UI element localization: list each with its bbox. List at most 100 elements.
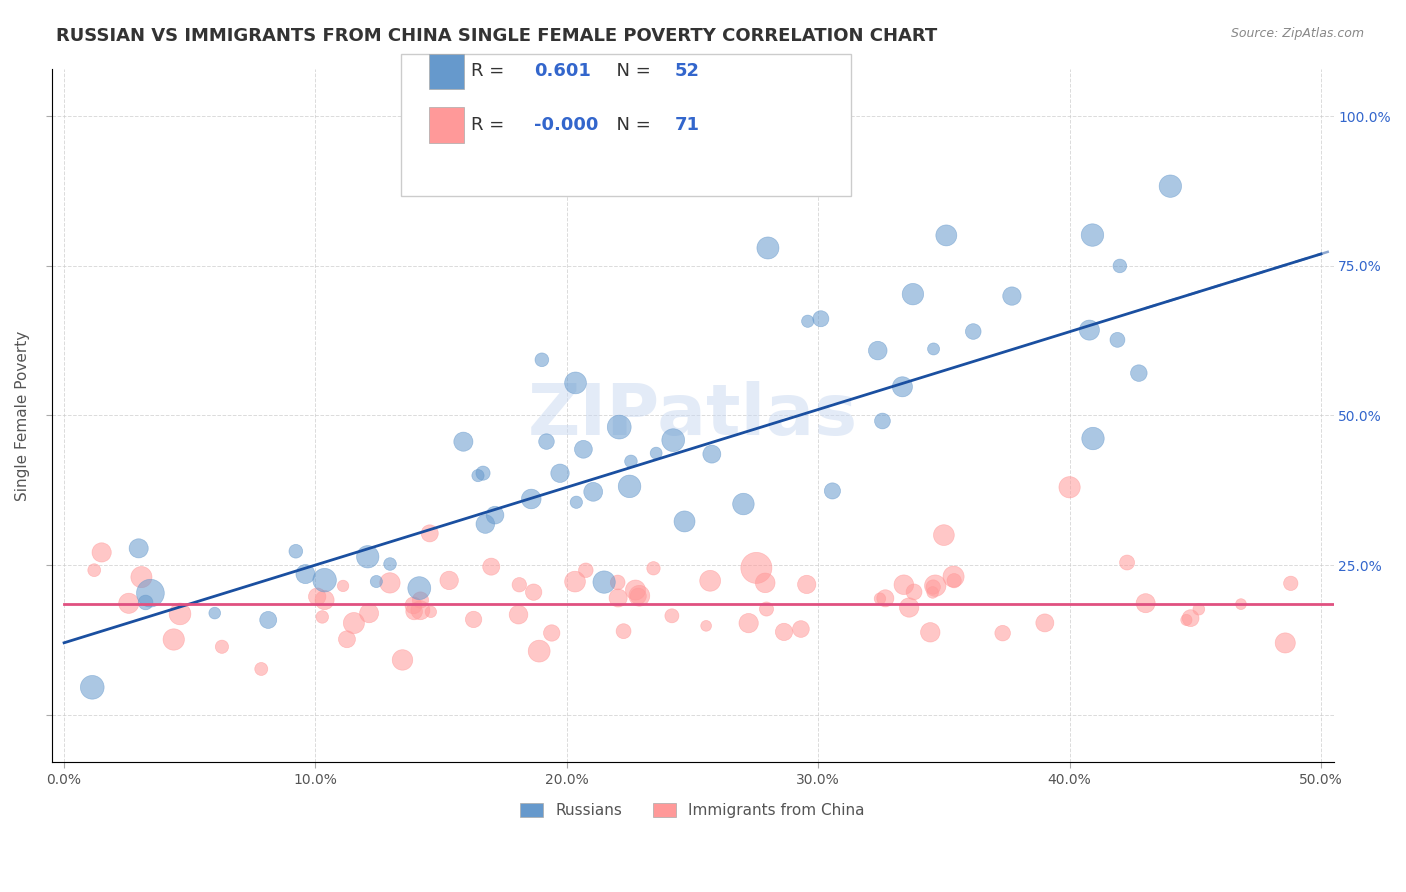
Point [1033, 615, 1056, 630]
Point [733, 497, 755, 511]
Point [536, 434, 558, 449]
Point [453, 434, 475, 449]
Point [756, 241, 779, 255]
Point [508, 607, 530, 622]
Point [90, 545, 112, 559]
Point [866, 343, 889, 358]
Point [624, 582, 647, 597]
Point [1116, 556, 1139, 570]
Point [307, 590, 329, 604]
Point [673, 515, 696, 529]
Point [565, 495, 588, 509]
Point [564, 574, 586, 589]
Point [1135, 596, 1157, 610]
Point [790, 622, 813, 636]
Point [359, 607, 381, 621]
Point [699, 574, 721, 588]
Point [463, 612, 485, 626]
Text: N =: N = [605, 62, 657, 80]
Point [257, 613, 280, 627]
Point [1081, 432, 1104, 446]
Point [311, 610, 333, 624]
Point [404, 605, 426, 619]
Point [607, 591, 630, 605]
Point [613, 624, 636, 639]
Text: RUSSIAN VS IMMIGRANTS FROM CHINA SINGLE FEMALE POVERTY CORRELATION CHART: RUSSIAN VS IMMIGRANTS FROM CHINA SINGLE … [56, 27, 938, 45]
Point [419, 526, 441, 541]
Point [564, 376, 586, 390]
Point [378, 557, 401, 571]
Point [163, 632, 186, 647]
Point [920, 625, 942, 640]
Text: 71: 71 [675, 116, 700, 134]
Point [991, 626, 1014, 640]
Point [1230, 597, 1253, 611]
Y-axis label: Single Female Poverty: Single Female Poverty [15, 330, 30, 500]
Point [1274, 636, 1296, 650]
Point [1108, 259, 1130, 273]
Point [773, 624, 796, 639]
Text: R =: R = [471, 62, 510, 80]
Point [620, 454, 643, 468]
Point [314, 573, 336, 587]
Point [593, 575, 616, 590]
Point [891, 380, 914, 394]
Point [893, 578, 915, 592]
Point [582, 484, 605, 499]
Point [643, 561, 665, 575]
Point [484, 508, 506, 523]
Point [530, 352, 553, 367]
Text: R =: R = [471, 116, 510, 134]
Point [408, 581, 430, 595]
Point [437, 574, 460, 588]
Point [606, 575, 628, 590]
Point [572, 442, 595, 457]
Point [391, 653, 413, 667]
Point [520, 491, 543, 506]
Point [169, 607, 191, 621]
Point [402, 599, 425, 613]
Point [898, 600, 921, 615]
Point [1159, 179, 1181, 194]
Point [250, 662, 273, 676]
Point [1128, 366, 1150, 380]
Point [139, 586, 162, 600]
Point [419, 605, 441, 619]
Point [627, 589, 650, 603]
Point [314, 593, 336, 607]
Point [821, 483, 844, 498]
Point [467, 468, 489, 483]
Point [607, 420, 630, 434]
Text: N =: N = [605, 116, 657, 134]
Point [628, 589, 651, 603]
Point [336, 632, 359, 647]
Point [366, 574, 388, 589]
Point [508, 578, 530, 592]
Point [527, 644, 550, 658]
Point [1180, 611, 1202, 625]
Point [745, 561, 768, 575]
Point [472, 466, 495, 480]
Point [540, 626, 562, 640]
Point [343, 615, 366, 630]
Point [796, 577, 818, 591]
Point [932, 528, 955, 542]
Point [479, 559, 502, 574]
Point [810, 311, 832, 326]
Point [131, 570, 153, 584]
Point [755, 602, 778, 616]
Point [82, 681, 104, 695]
Text: 0.601: 0.601 [534, 62, 591, 80]
Point [924, 579, 946, 593]
Point [922, 342, 945, 356]
Point [901, 287, 924, 301]
Point [1059, 480, 1081, 494]
Point [737, 616, 759, 631]
Point [661, 608, 683, 623]
Point [474, 516, 496, 531]
Point [294, 567, 316, 582]
Point [942, 569, 965, 583]
Point [1001, 289, 1024, 303]
Point [284, 544, 307, 558]
Text: -0.000: -0.000 [534, 116, 599, 134]
